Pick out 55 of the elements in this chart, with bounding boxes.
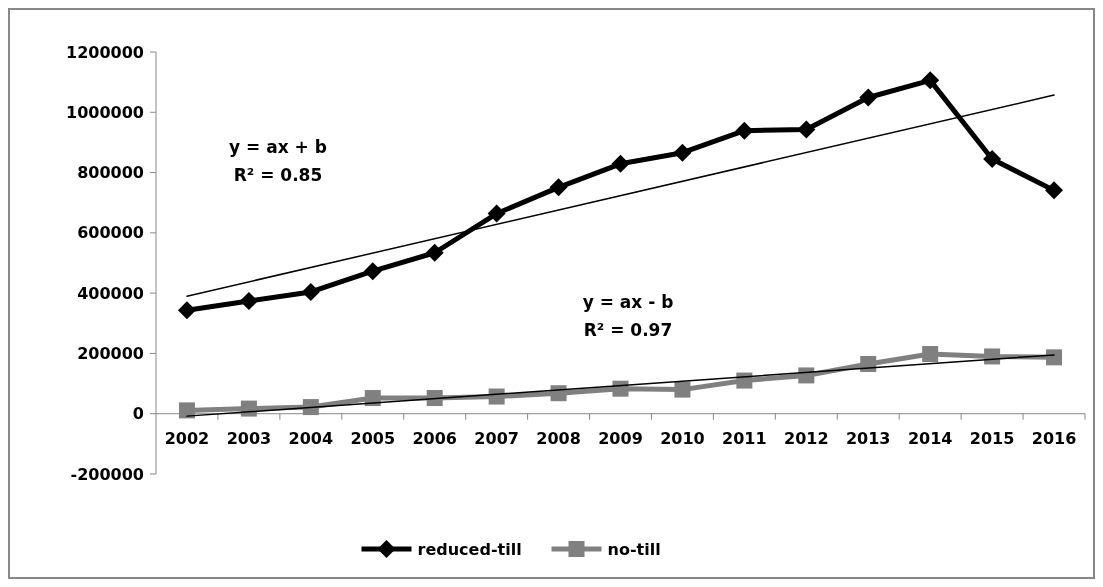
y-tick-label: 0	[132, 404, 144, 424]
point	[674, 381, 691, 398]
point	[301, 282, 320, 301]
x-tick-label: 2004	[288, 428, 334, 448]
x-tick-label: 2016	[1031, 428, 1077, 448]
x-tick-label: 2002	[164, 428, 210, 448]
legend-label: reduced-till	[417, 539, 522, 559]
annotation: y = ax + b R² = 0.85	[229, 137, 327, 185]
point	[178, 402, 195, 419]
point	[922, 346, 939, 363]
point	[549, 178, 568, 197]
x-tick-label: 2009	[598, 428, 643, 448]
x-tick-label: 2015	[969, 428, 1015, 448]
legend-label: no-till	[607, 539, 661, 559]
point	[984, 348, 1001, 365]
x-tick-label: 2010	[660, 428, 705, 448]
y-tick-label: 400000	[77, 283, 144, 303]
point	[736, 372, 753, 389]
point	[488, 388, 505, 405]
annotation: y = ax - b R² = 0.97	[582, 292, 674, 340]
point	[797, 120, 816, 139]
y-tick-label: -200000	[70, 464, 144, 484]
point	[860, 355, 877, 372]
y-tick-label: 600000	[77, 223, 144, 243]
point	[1045, 181, 1064, 200]
point	[364, 390, 381, 407]
x-tick-label: 2007	[474, 428, 519, 448]
x-tick-label: 2008	[536, 428, 581, 448]
point	[1046, 349, 1063, 366]
x-tick-label: 2012	[784, 428, 829, 448]
point	[426, 390, 443, 407]
point	[425, 243, 444, 262]
point	[983, 150, 1002, 169]
point	[240, 400, 257, 417]
point	[921, 71, 940, 90]
y-tick-label: 1200000	[66, 42, 144, 62]
point	[239, 291, 258, 310]
y-tick-label: 800000	[77, 163, 144, 183]
point	[673, 143, 692, 162]
x-tick-label: 2005	[350, 428, 396, 448]
x-tick-label: 2013	[845, 428, 891, 448]
point	[859, 88, 878, 107]
point	[302, 399, 319, 416]
x-tick-label: 2006	[412, 428, 457, 448]
y-tick-label: 1000000	[66, 102, 144, 122]
y-tick-label: 200000	[77, 344, 144, 364]
x-tick-label: 2014	[907, 428, 953, 448]
x-tick-label: 2011	[722, 428, 767, 448]
point	[612, 380, 629, 397]
x-tick-label: 2003	[226, 428, 272, 448]
point	[611, 154, 630, 173]
point	[363, 262, 382, 281]
point	[177, 301, 196, 320]
point	[487, 204, 506, 223]
point	[550, 385, 567, 402]
